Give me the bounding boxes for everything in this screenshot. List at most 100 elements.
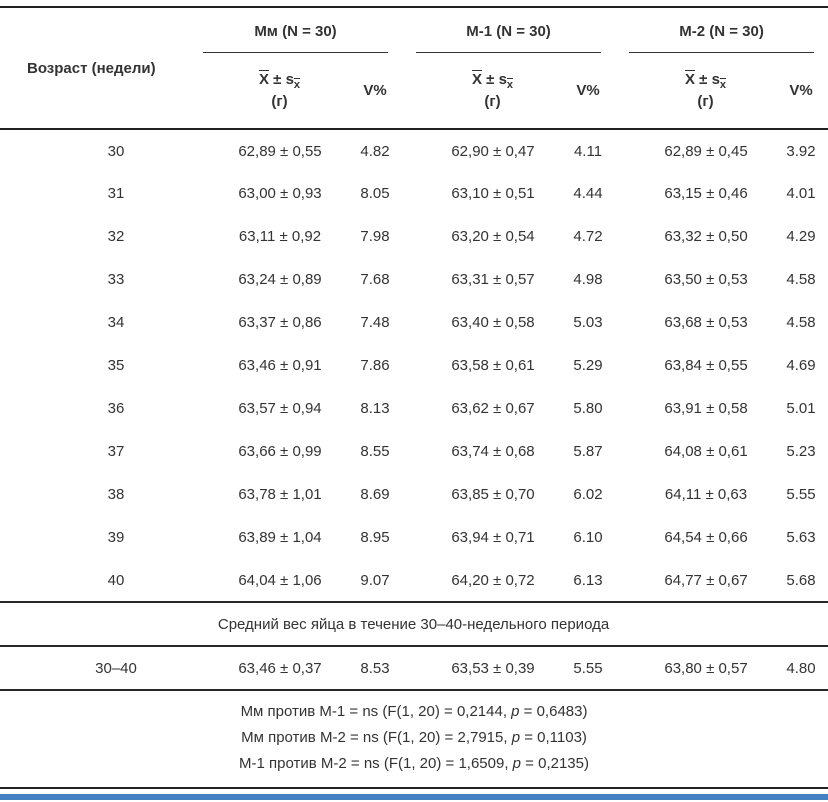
group-header-row: Возраст (недели) Мм (N = 30) М-1 (N = 30… — [0, 7, 828, 130]
mean-value-cell: 63,40 ± 0,58 — [451, 314, 535, 331]
mean-value-cell: 64,77 ± 0,67 — [664, 571, 748, 589]
plus-minus-symbol: ± — [699, 71, 708, 88]
variation-cell: 4.29 — [786, 228, 816, 245]
mean-value-cell: 64,04 ± 1,06 — [238, 571, 322, 589]
variation-cell: 5.23 — [786, 443, 816, 460]
mean-value-cell: 63,00 ± 0,93 — [238, 185, 322, 202]
variation-cell: 4.11 — [573, 142, 603, 160]
variation-cell: 5.01 — [786, 400, 816, 417]
summary-section: Средний вес яйца в течение 30–40-недельн… — [0, 601, 828, 691]
sub-x-symbol: x — [293, 79, 301, 91]
variation-cell: 7.48 — [360, 314, 390, 331]
xbar-symbol: X — [258, 71, 269, 88]
variation-cell: 5.63 — [786, 529, 816, 546]
mean-value-cell: 63,62 ± 0,67 — [451, 400, 535, 417]
variation-cell: 5.68 — [786, 571, 816, 589]
variation-cell: 4.80 — [770, 646, 828, 691]
mean-value-cell: 63,46 ± 0,91 — [238, 357, 322, 374]
page: Возраст (недели) Мм (N = 30) М-1 (N = 30… — [0, 6, 828, 800]
table-row: 30 62,89 ± 0,55 4.82 62,90 ± 0,47 4.11 62,89 … — [0, 129, 828, 172]
mean-value-cell: 63,58 ± 0,61 — [451, 357, 535, 374]
mean-value-cell: 63,37 ± 0,86 — [238, 314, 322, 331]
egg-weight-table: Возраст (недели) Мм (N = 30) М-1 (N = 30… — [0, 6, 828, 789]
table-row: 40 64,04 ± 1,06 9.07 64,20 ± 0,72 6.13 64,77 … — [0, 559, 828, 602]
age-cell: 33 — [107, 271, 125, 288]
age-cell: 37 — [107, 443, 125, 460]
mean-value-cell: 64,11 ± 0,63 — [664, 486, 748, 503]
mean-value-cell: 63,78 ± 1,01 — [238, 486, 322, 503]
variation-cell: 4.72 — [573, 228, 603, 245]
v-percent-header: V% — [557, 53, 616, 130]
variation-cell: 7.86 — [360, 357, 390, 374]
mean-value-cell: 64,08 ± 0,61 — [664, 443, 748, 460]
variation-cell: 8.05 — [360, 185, 390, 202]
mean-column-header-m2: X ± sx (г) — [615, 53, 771, 130]
sub-header-row: X ± sx (г) V% X ± sx (г) V% X ± sx (г) V… — [0, 53, 828, 130]
mean-value-cell: 62,89 ± 0,45 — [664, 142, 748, 160]
p-symbol: p — [512, 755, 522, 772]
mean-value-cell: 63,11 ± 0,92 — [238, 228, 322, 245]
table-footnotes: Мм против М-1 = ns (F(1, 20) = 0,2144, p… — [0, 690, 828, 789]
table-header: Возраст (недели) Мм (N = 30) М-1 (N = 30… — [0, 7, 828, 130]
unit-grams: (г) — [484, 93, 501, 110]
mean-value-cell: 63,94 ± 0,71 — [451, 529, 535, 546]
variation-cell: 4.69 — [786, 357, 816, 374]
mean-value-cell: 63,15 ± 0,46 — [664, 185, 748, 202]
variation-cell: 6.10 — [573, 529, 603, 546]
variation-cell: 3.92 — [786, 142, 816, 160]
variation-cell: 9.07 — [360, 571, 390, 589]
bottom-accent-bar — [0, 794, 828, 800]
age-cell: 34 — [107, 314, 125, 331]
s-symbol: s — [285, 71, 294, 88]
mean-value-cell: 63,24 ± 0,89 — [238, 271, 322, 288]
mean-value-cell: 63,10 ± 0,51 — [451, 185, 535, 202]
variation-cell: 5.29 — [573, 357, 603, 374]
group-label: М-1 (N = 30) — [416, 8, 602, 53]
mean-value-cell: 64,54 ± 0,66 — [664, 529, 748, 546]
variation-cell: 8.55 — [360, 443, 390, 460]
variation-cell: 5.55 — [557, 646, 616, 691]
age-cell: 36 — [107, 400, 125, 417]
variation-cell: 8.69 — [360, 486, 390, 503]
mean-value-cell: 63,84 ± 0,55 — [664, 357, 748, 374]
table-row: 34 63,37 ± 0,86 7.48 63,40 ± 0,58 5.03 63,68 … — [0, 301, 828, 344]
mean-value-cell: 62,89 ± 0,55 — [238, 142, 322, 160]
age-cell: 30–40 — [0, 646, 189, 691]
v-percent-header: V% — [344, 53, 402, 130]
table-row: 32 63,11 ± 0,92 7.98 63,20 ± 0,54 4.72 63,32 … — [0, 215, 828, 258]
table-row: 39 63,89 ± 1,04 8.95 63,94 ± 0,71 6.10 64,54 … — [0, 516, 828, 559]
variation-cell: 5.03 — [573, 314, 603, 331]
mean-value-cell: 63,66 ± 0,99 — [238, 443, 322, 460]
mean-column-header-mm: X ± sx (г) — [189, 53, 344, 130]
age-cell: 40 — [107, 571, 125, 589]
variation-cell: 4.01 — [786, 185, 816, 202]
mean-formula: X ± sx — [403, 71, 556, 91]
mean-value-cell: 63,74 ± 0,68 — [451, 443, 535, 460]
mean-value-cell: 62,90 ± 0,47 — [451, 142, 535, 160]
mean-value-cell: 63,91 ± 0,58 — [664, 400, 748, 417]
mean-value-cell: 63,20 ± 0,54 — [451, 228, 535, 245]
group-label: Мм (N = 30) — [203, 8, 388, 53]
mean-formula: X ± sx — [616, 71, 769, 91]
s-symbol: s — [498, 71, 507, 88]
group-header-mm: Мм (N = 30) — [189, 7, 402, 53]
s-symbol: s — [711, 71, 720, 88]
variation-cell: 5.55 — [786, 486, 816, 503]
age-cell: 30 — [107, 142, 125, 160]
unit-grams: (г) — [271, 93, 288, 110]
variation-cell: 4.58 — [786, 271, 816, 288]
group-header-m1: М-1 (N = 30) — [402, 7, 615, 53]
sub-x-symbol: x — [506, 79, 514, 91]
table-row: 37 63,66 ± 0,99 8.55 63,74 ± 0,68 5.87 64,08 … — [0, 430, 828, 473]
table-row: 36 63,57 ± 0,94 8.13 63,62 ± 0,67 5.80 63,91 … — [0, 387, 828, 430]
age-cell: 31 — [107, 185, 125, 202]
sub-x-symbol: x — [719, 79, 727, 91]
mean-column-header-m1: X ± sx (г) — [402, 53, 557, 130]
mean-value-cell: 63,57 ± 0,94 — [238, 400, 322, 417]
mean-value-cell: 63,68 ± 0,53 — [664, 314, 748, 331]
variation-cell: 4.98 — [573, 271, 603, 288]
unit-grams: (г) — [697, 93, 714, 110]
mean-value-cell: 63,32 ± 0,50 — [664, 228, 748, 245]
xbar-symbol: X — [471, 71, 482, 88]
variation-cell: 4.44 — [573, 185, 603, 202]
